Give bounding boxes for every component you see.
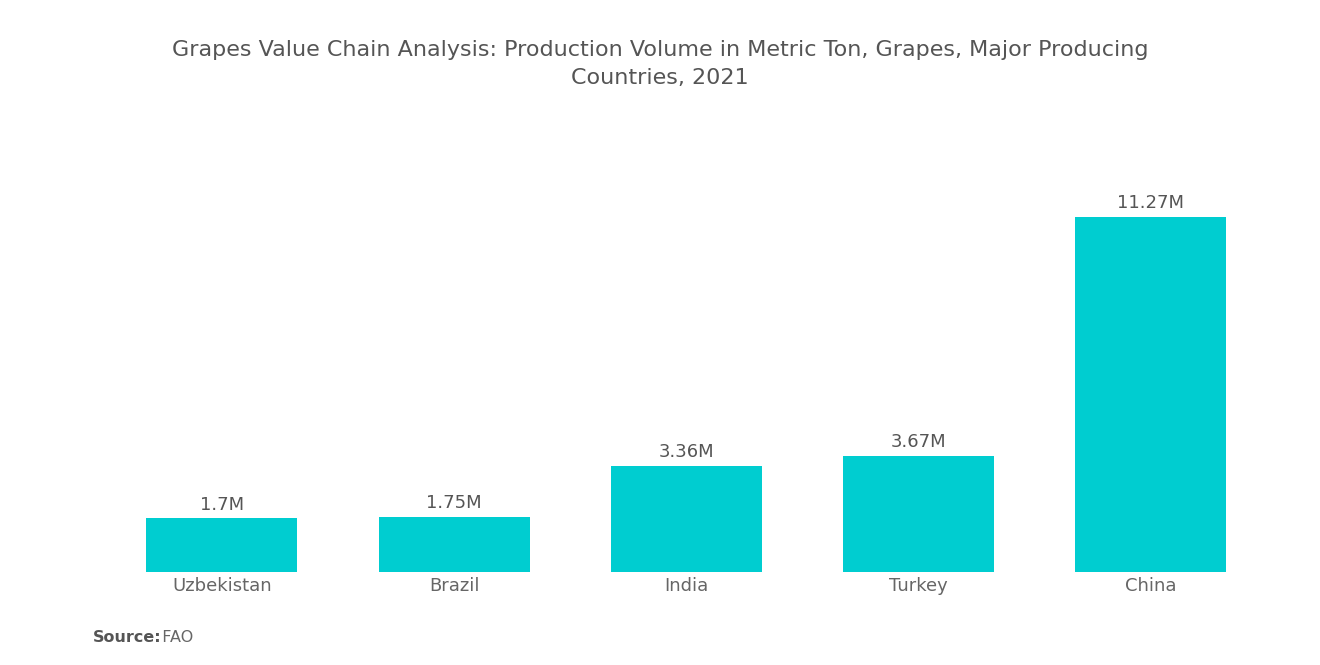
Bar	[611, 466, 762, 572]
Text: 3.36M: 3.36M	[659, 444, 714, 462]
Text: 11.27M: 11.27M	[1118, 194, 1184, 212]
Bar	[1076, 217, 1226, 572]
Text: Grapes Value Chain Analysis: Production Volume in Metric Ton, Grapes, Major Prod: Grapes Value Chain Analysis: Production …	[172, 40, 1148, 88]
Text: Source:: Source:	[92, 630, 161, 645]
Bar	[843, 456, 994, 572]
Text: 3.67M: 3.67M	[891, 434, 946, 452]
Bar	[379, 517, 529, 572]
Text: 1.75M: 1.75M	[426, 494, 482, 512]
Text: 1.7M: 1.7M	[199, 495, 244, 513]
Bar	[147, 518, 297, 572]
Text: FAO: FAO	[152, 630, 193, 645]
